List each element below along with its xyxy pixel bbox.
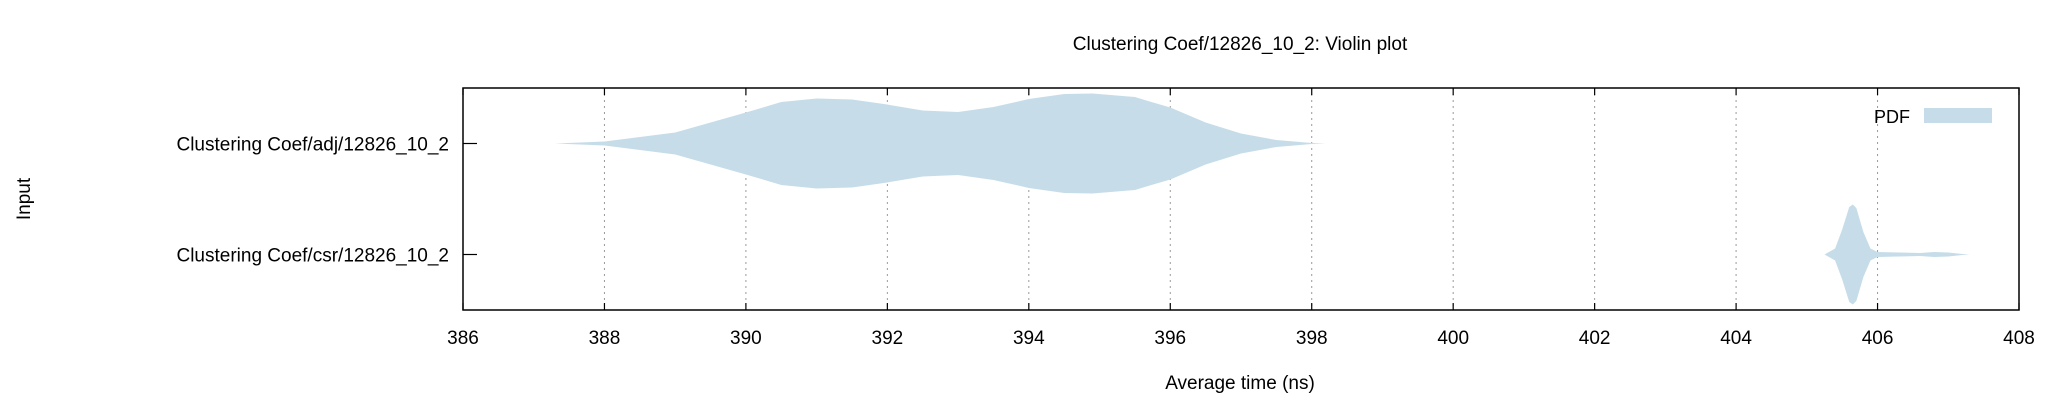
y-axis-ticks: Clustering Coef/adj/12826_10_2 Clustering… (176, 135, 477, 267)
y-axis-label: Input (14, 177, 35, 220)
x-tick-label: 398 (1296, 328, 1328, 349)
x-axis-ticks: 386 388 390 392 394 396 398 400 402 404 406 408 (447, 88, 2035, 349)
plot-frame (462, 87, 2020, 311)
violin-shape (1824, 204, 1970, 305)
violin-shape (554, 93, 1326, 194)
x-tick-label: 406 (1862, 328, 1894, 349)
legend-label-pdf: PDF (1874, 107, 1910, 127)
x-tick-label: 394 (1013, 328, 1045, 349)
x-tick-label: 396 (1154, 328, 1186, 349)
x-tick-label: 402 (1579, 328, 1611, 349)
legend: PDF (1874, 107, 1992, 127)
chart-title: Clustering Coef/12826_10_2: Violin plot (1073, 34, 1408, 55)
x-tick-label: 390 (730, 328, 762, 349)
x-tick-label: 386 (447, 328, 479, 349)
x-tick-label: 392 (872, 328, 904, 349)
x-tick-label: 388 (589, 328, 621, 349)
x-tick-label: 404 (1720, 328, 1752, 349)
x-axis-label: Average time (ns) (1165, 373, 1315, 394)
legend-swatch-pdf (1924, 108, 1992, 123)
violins (554, 93, 1970, 305)
y-tick-label: Clustering Coef/csr/12826_10_2 (176, 246, 449, 267)
x-tick-label: 408 (2003, 328, 2035, 349)
y-tick-label: Clustering Coef/adj/12826_10_2 (176, 135, 449, 156)
x-tick-label: 400 (1437, 328, 1469, 349)
